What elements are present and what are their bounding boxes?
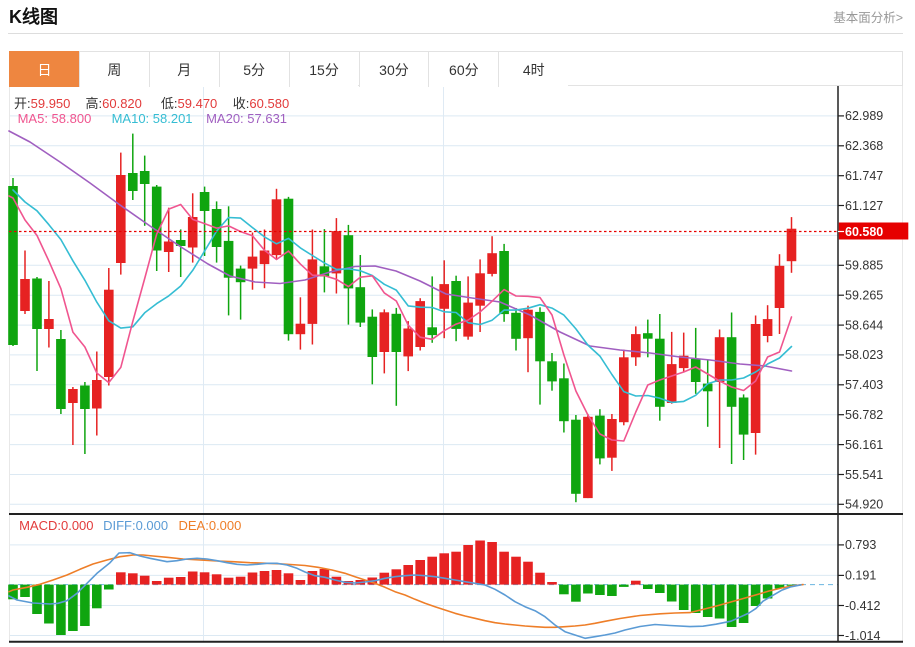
svg-text:59.885: 59.885 (845, 259, 883, 273)
svg-text:0.793: 0.793 (845, 538, 876, 552)
svg-text:57.403: 57.403 (845, 378, 883, 392)
svg-text:0.191: 0.191 (845, 569, 876, 583)
svg-text:62.989: 62.989 (845, 109, 883, 123)
svg-text:56.782: 56.782 (845, 408, 883, 422)
svg-text:61.127: 61.127 (845, 199, 883, 213)
svg-text:56.161: 56.161 (845, 438, 883, 452)
svg-text:59.265: 59.265 (845, 289, 883, 303)
svg-text:-1.014: -1.014 (845, 629, 880, 643)
svg-text:62.368: 62.368 (845, 139, 883, 153)
svg-text:-0.412: -0.412 (845, 599, 880, 613)
svg-text:58.644: 58.644 (845, 318, 883, 332)
svg-text:58.023: 58.023 (845, 348, 883, 362)
svg-text:55.541: 55.541 (845, 468, 883, 482)
svg-text:54.920: 54.920 (845, 498, 883, 512)
svg-text:61.747: 61.747 (845, 169, 883, 183)
svg-text:60.580: 60.580 (845, 225, 883, 239)
